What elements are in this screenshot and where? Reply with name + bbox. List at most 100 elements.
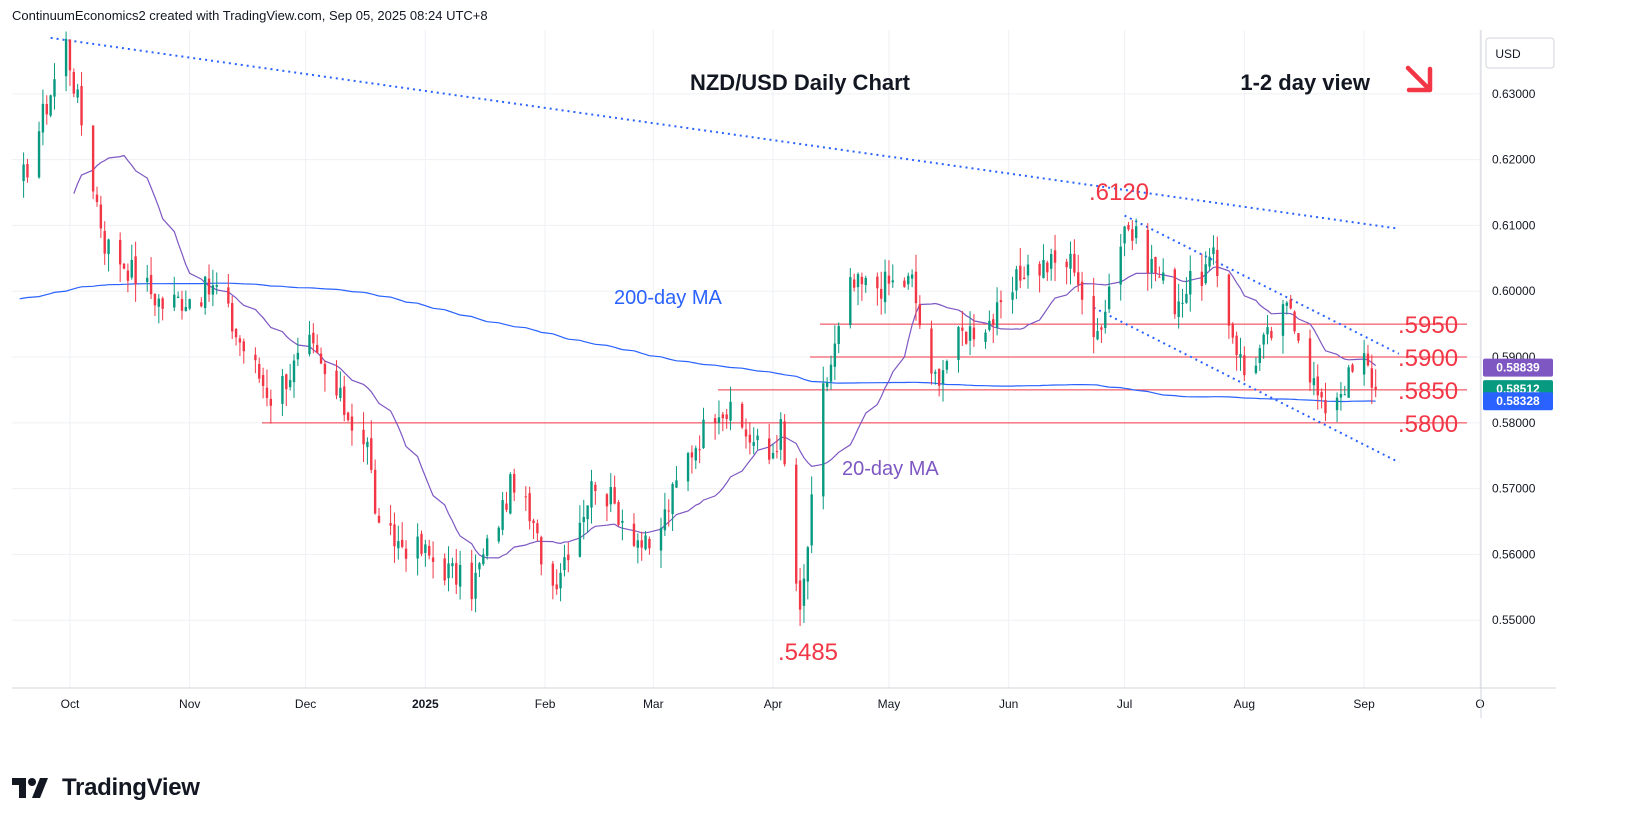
candle-body	[802, 578, 806, 606]
candle-body	[694, 448, 697, 461]
candle	[536, 519, 539, 542]
candle	[1092, 277, 1095, 354]
candle	[1320, 388, 1323, 409]
candle	[308, 321, 311, 357]
candle-body	[891, 280, 894, 283]
candle	[1200, 253, 1204, 301]
y-tick-label: 0.55000	[1492, 613, 1536, 627]
candle	[795, 458, 798, 592]
candle-body	[752, 442, 755, 446]
candle	[1258, 344, 1261, 371]
candle	[957, 325, 960, 373]
candle-body	[810, 494, 813, 546]
candle-body	[578, 522, 582, 557]
candle-body	[37, 131, 41, 178]
candle-body	[849, 277, 852, 326]
candle-body	[95, 194, 99, 203]
candle	[822, 366, 825, 510]
candle-body	[296, 352, 300, 360]
candle	[335, 360, 338, 400]
candle	[1308, 329, 1312, 392]
candle-body	[215, 285, 218, 287]
candle-body	[1285, 302, 1289, 306]
level-label: .5800	[1398, 411, 1458, 438]
candle-body	[393, 524, 396, 547]
candle-body	[447, 563, 450, 579]
candle-body	[856, 274, 860, 288]
candle-body	[107, 239, 110, 255]
candle-body	[721, 414, 725, 419]
candle	[856, 272, 860, 306]
candle	[891, 264, 894, 288]
candle	[497, 525, 500, 544]
candle	[644, 530, 647, 551]
candle-body	[1011, 292, 1014, 300]
y-tick-label: 0.63000	[1492, 87, 1536, 101]
candle	[1073, 239, 1076, 277]
candle	[1080, 271, 1084, 315]
candle-body	[26, 164, 29, 178]
candle	[346, 411, 350, 422]
candle	[663, 492, 667, 536]
candle	[988, 310, 991, 332]
x-tick-label: Oct	[61, 697, 80, 711]
candle	[1266, 315, 1269, 345]
candle	[72, 68, 76, 98]
candle-body	[1026, 264, 1030, 276]
candle-body	[377, 515, 381, 523]
candle-body	[1069, 253, 1072, 269]
candle	[261, 367, 265, 399]
candle-body	[400, 539, 404, 547]
candle-body	[756, 435, 759, 441]
candle	[91, 125, 95, 200]
candle-body	[389, 523, 392, 526]
candle-body	[717, 417, 721, 423]
candle	[443, 553, 446, 586]
candle-body	[1181, 302, 1184, 304]
candle	[876, 272, 879, 306]
candle	[146, 264, 149, 292]
candle	[513, 468, 516, 502]
candle	[377, 507, 381, 524]
candle	[458, 550, 462, 600]
candle	[1026, 254, 1030, 289]
candle	[176, 291, 180, 299]
candle-body	[428, 546, 431, 556]
candle	[1146, 223, 1149, 291]
tradingview-footer[interactable]: TradingView	[12, 770, 200, 806]
candle	[729, 386, 732, 431]
candle-body	[667, 510, 670, 512]
candle-body	[910, 274, 914, 279]
candle	[1285, 300, 1289, 315]
candle	[1231, 322, 1234, 344]
candle-body	[505, 503, 508, 510]
candle	[1189, 255, 1192, 312]
candle	[864, 275, 867, 293]
candle	[1185, 277, 1188, 304]
candle-body	[1297, 333, 1300, 341]
candle-body	[22, 164, 25, 182]
x-tick-label: Mar	[643, 697, 664, 711]
candle-body	[1104, 311, 1107, 329]
candle	[1019, 247, 1022, 289]
candle-body	[825, 382, 829, 387]
candle	[184, 290, 188, 312]
candle	[995, 287, 999, 336]
candle	[667, 499, 670, 527]
candle-body	[455, 563, 458, 585]
candle-body	[605, 494, 609, 507]
candle-body	[1320, 392, 1323, 398]
candle	[373, 459, 377, 515]
level-label: .5900	[1398, 345, 1458, 372]
candle	[1293, 310, 1296, 334]
candle	[748, 422, 752, 455]
candle	[567, 542, 570, 573]
candle	[903, 277, 906, 288]
candle-body	[1162, 272, 1165, 281]
candle-body	[798, 580, 802, 610]
candle-body	[312, 332, 315, 344]
candle	[992, 313, 995, 344]
candle	[343, 375, 346, 422]
candle-body	[49, 95, 52, 116]
